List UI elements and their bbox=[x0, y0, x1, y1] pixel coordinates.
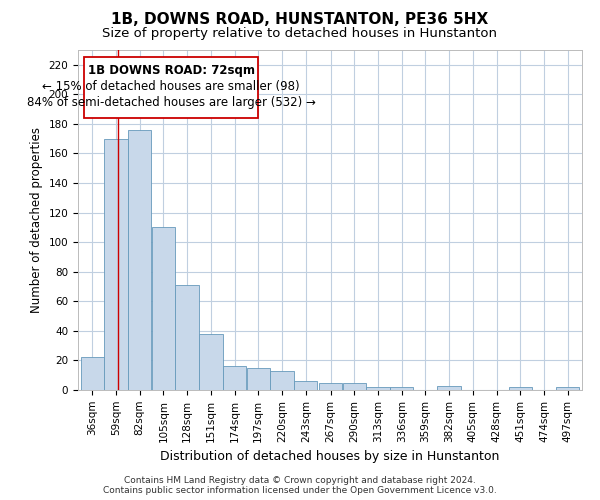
Bar bbox=[152, 228, 175, 390]
Bar bbox=[319, 382, 342, 390]
Bar bbox=[343, 382, 366, 390]
Bar bbox=[175, 285, 199, 390]
Text: 1B DOWNS ROAD: 72sqm: 1B DOWNS ROAD: 72sqm bbox=[88, 64, 254, 77]
Y-axis label: Number of detached properties: Number of detached properties bbox=[30, 127, 43, 313]
Bar bbox=[509, 387, 532, 390]
Bar bbox=[128, 130, 151, 390]
Bar bbox=[247, 368, 270, 390]
Text: ← 15% of detached houses are smaller (98): ← 15% of detached houses are smaller (98… bbox=[43, 80, 300, 92]
Bar bbox=[556, 387, 580, 390]
Text: 84% of semi-detached houses are larger (532) →: 84% of semi-detached houses are larger (… bbox=[26, 96, 316, 108]
Text: Size of property relative to detached houses in Hunstanton: Size of property relative to detached ho… bbox=[103, 28, 497, 40]
Bar bbox=[294, 381, 317, 390]
Bar bbox=[80, 358, 104, 390]
Text: Contains HM Land Registry data © Crown copyright and database right 2024.
Contai: Contains HM Land Registry data © Crown c… bbox=[103, 476, 497, 495]
Bar bbox=[390, 387, 413, 390]
Bar bbox=[271, 371, 294, 390]
Bar bbox=[437, 386, 461, 390]
Bar bbox=[223, 366, 246, 390]
X-axis label: Distribution of detached houses by size in Hunstanton: Distribution of detached houses by size … bbox=[160, 450, 500, 463]
FancyBboxPatch shape bbox=[84, 58, 259, 118]
Bar bbox=[366, 387, 389, 390]
Bar bbox=[199, 334, 223, 390]
Text: 1B, DOWNS ROAD, HUNSTANTON, PE36 5HX: 1B, DOWNS ROAD, HUNSTANTON, PE36 5HX bbox=[112, 12, 488, 28]
Bar bbox=[104, 138, 128, 390]
